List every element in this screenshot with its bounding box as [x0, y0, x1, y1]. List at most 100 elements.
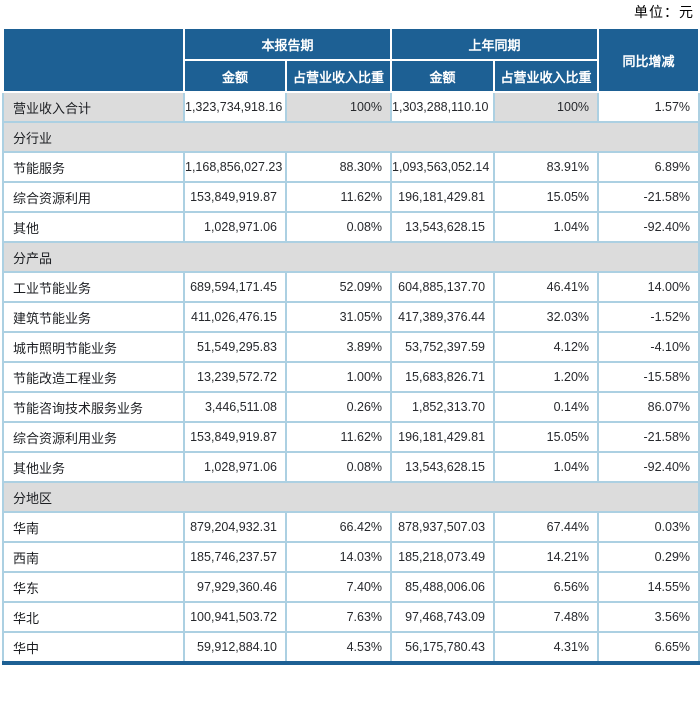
table-row: 华中 59,912,884.10 4.53% 56,175,780.43 4.31% 6.… [2, 631, 700, 664]
row-label: 其他 [2, 211, 185, 243]
current-pct-cell: 11.62% [284, 421, 393, 453]
current-amount-cell: 689,594,171.45 [183, 271, 287, 303]
table-row: 华北 100,941,503.72 7.63% 97,468,743.09 7.48% 3… [2, 601, 700, 633]
header-row-subcolumns: 金额 占营业收入比重 金额 占营业收入比重 [3, 59, 699, 93]
prior-pct-cell: 4.12% [493, 331, 600, 363]
row-label: 节能改造工程业务 [2, 361, 185, 393]
table-row: 营业收入合计 1,323,734,918.16 100% 1,303,288,110.… [2, 91, 700, 123]
current-amount-cell: 1,168,856,027.23 [183, 151, 287, 183]
table-header: 本报告期 上年同期 同比增减 金额 占营业收入比重 金额 占营业收入比重 [2, 27, 700, 93]
section-label: 分地区 [1, 481, 700, 513]
prior-amount-cell: 15,683,826.71 [390, 361, 496, 393]
prior-amount-cell: 1,303,288,110.10 [390, 91, 496, 123]
table-row: 建筑节能业务 411,026,476.15 31.05% 417,389,376.44… [2, 301, 700, 333]
current-pct-cell: 0.08% [284, 451, 393, 483]
section-row: 分行业 [1, 121, 700, 153]
table-row: 综合资源利用 153,849,919.87 11.62% 196,181,429.81… [2, 181, 700, 213]
prior-pct-cell: 46.41% [493, 271, 600, 303]
section-label: 分行业 [1, 121, 700, 153]
current-amount-cell: 153,849,919.87 [183, 421, 287, 453]
yoy-change-cell: 14.00% [597, 271, 700, 303]
row-label: 华北 [2, 601, 185, 633]
revenue-breakdown-table: 本报告期 上年同期 同比增减 金额 占营业收入比重 金额 占营业收入比重 营业收… [1, 27, 700, 665]
current-amount-cell: 411,026,476.15 [183, 301, 287, 333]
current-amount-cell: 100,941,503.72 [183, 601, 287, 633]
corner-cell [2, 27, 185, 93]
prior-pct-cell: 1.04% [493, 211, 600, 243]
col-group-current-period: 本报告期 [182, 27, 393, 61]
row-label: 建筑节能业务 [2, 301, 185, 333]
current-amount-cell: 13,239,572.72 [183, 361, 287, 393]
current-pct-cell: 52.09% [284, 271, 393, 303]
current-pct-cell: 7.63% [284, 601, 393, 633]
current-amount-cell: 3,446,511.08 [183, 391, 287, 423]
current-amount-cell: 97,929,360.46 [183, 571, 287, 603]
current-pct-cell: 0.08% [284, 211, 393, 243]
prior-pct-cell: 1.04% [493, 451, 600, 483]
yoy-change-cell: 6.65% [597, 631, 700, 664]
table-row: 华南 879,204,932.31 66.42% 878,937,507.03 67.4… [2, 511, 700, 543]
prior-amount-cell: 1,093,563,052.14 [390, 151, 496, 183]
current-pct-cell: 11.62% [284, 181, 393, 213]
row-label: 综合资源利用 [2, 181, 185, 213]
section-label: 分产品 [1, 241, 700, 273]
yoy-change-cell: -92.40% [597, 451, 700, 483]
current-pct-cell: 7.40% [284, 571, 393, 603]
table-row: 综合资源利用业务 153,849,919.87 11.62% 196,181,429.… [2, 421, 700, 453]
row-label: 华中 [2, 631, 185, 664]
prior-pct-cell: 7.48% [493, 601, 600, 633]
row-label: 城市照明节能业务 [2, 331, 185, 363]
prior-amount-cell: 56,175,780.43 [390, 631, 496, 664]
prior-pct-cell: 4.31% [493, 631, 600, 664]
prior-pct-cell: 32.03% [493, 301, 600, 333]
table-row: 城市照明节能业务 51,549,295.83 3.89% 53,752,397.59 4… [2, 331, 700, 363]
row-label: 营业收入合计 [2, 91, 185, 123]
yoy-change-cell: -92.40% [597, 211, 700, 243]
row-label: 华南 [2, 511, 185, 543]
prior-pct-cell: 1.20% [493, 361, 600, 393]
prior-amount-cell: 196,181,429.81 [390, 421, 496, 453]
row-label: 西南 [2, 541, 185, 573]
table-body: 营业收入合计 1,323,734,918.16 100% 1,303,288,110.… [1, 91, 700, 664]
prior-pct-cell: 67.44% [493, 511, 600, 543]
col-header-pct-current: 占营业收入比重 [284, 59, 393, 93]
current-pct-cell: 100% [284, 91, 393, 123]
prior-amount-cell: 13,543,628.15 [390, 211, 496, 243]
current-amount-cell: 1,028,971.06 [183, 451, 287, 483]
prior-amount-cell: 196,181,429.81 [390, 181, 496, 213]
prior-amount-cell: 604,885,137.70 [390, 271, 496, 303]
yoy-change-cell: 3.56% [597, 601, 700, 633]
current-amount-cell: 1,028,971.06 [183, 211, 287, 243]
prior-pct-cell: 6.56% [493, 571, 600, 603]
row-label: 华东 [2, 571, 185, 603]
yoy-change-cell: -15.58% [597, 361, 700, 393]
current-amount-cell: 1,323,734,918.16 [183, 91, 287, 123]
table-row: 其他 1,028,971.06 0.08% 13,543,628.15 1.04% -92… [2, 211, 700, 243]
prior-amount-cell: 85,488,006.06 [390, 571, 496, 603]
current-amount-cell: 153,849,919.87 [183, 181, 287, 213]
yoy-change-cell: -1.52% [597, 301, 700, 333]
table-row: 其他业务 1,028,971.06 0.08% 13,543,628.15 1.04% -… [2, 451, 700, 483]
current-pct-cell: 4.53% [284, 631, 393, 664]
current-pct-cell: 3.89% [284, 331, 393, 363]
prior-amount-cell: 878,937,507.03 [390, 511, 496, 543]
table-row: 华东 97,929,360.46 7.40% 85,488,006.06 6.56% 14… [2, 571, 700, 603]
prior-amount-cell: 1,852,313.70 [390, 391, 496, 423]
yoy-change-cell: 14.55% [597, 571, 700, 603]
prior-pct-cell: 14.21% [493, 541, 600, 573]
current-amount-cell: 59,912,884.10 [183, 631, 287, 664]
current-pct-cell: 14.03% [284, 541, 393, 573]
col-group-prior-period: 上年同期 [390, 27, 600, 61]
row-label: 节能咨询技术服务业务 [2, 391, 185, 423]
current-pct-cell: 88.30% [284, 151, 393, 183]
yoy-change-cell: -21.58% [597, 421, 700, 453]
prior-pct-cell: 100% [493, 91, 600, 123]
yoy-change-cell: 0.29% [597, 541, 700, 573]
table-row: 节能服务 1,168,856,027.23 88.30% 1,093,563,052.… [2, 151, 700, 183]
current-amount-cell: 185,746,237.57 [183, 541, 287, 573]
current-pct-cell: 31.05% [284, 301, 393, 333]
table-row: 工业节能业务 689,594,171.45 52.09% 604,885,137.70… [2, 271, 700, 303]
unit-label: 单位：元 [634, 6, 694, 21]
prior-pct-cell: 0.14% [493, 391, 600, 423]
